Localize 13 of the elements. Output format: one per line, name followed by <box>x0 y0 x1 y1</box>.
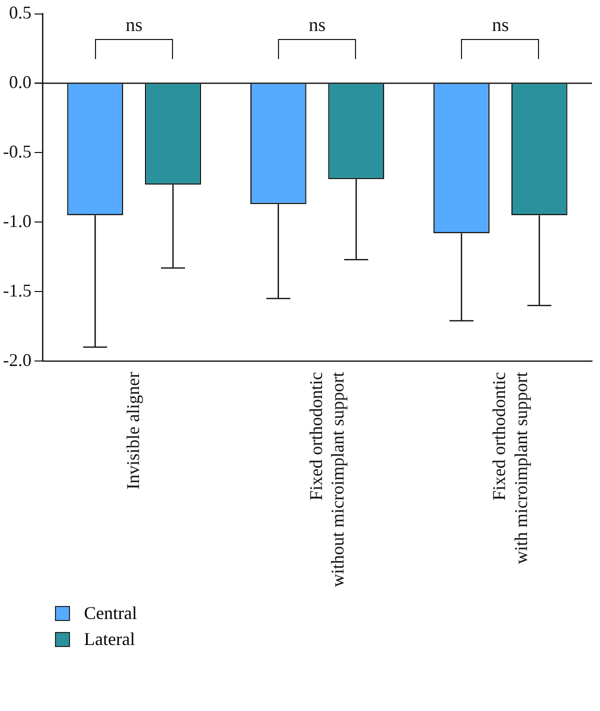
x-tick-label: Fixed orthodontic without microimplant support <box>306 372 348 588</box>
y-tick-label: 0.0 <box>8 72 32 92</box>
annotation: ns <box>126 14 143 36</box>
x-tick-label: Invisible aligner <box>122 372 143 490</box>
legend-label: Central <box>84 602 137 624</box>
annotation: ns <box>308 14 326 36</box>
annotation: ns <box>492 14 509 36</box>
legend-label: Lateral <box>84 628 135 650</box>
y-tick-label: -1.0 <box>2 210 32 231</box>
y-tick-label: -1.5 <box>2 280 32 300</box>
y-tick-label: -2.0 <box>2 350 32 370</box>
y-tick-label: -0.5 <box>2 141 32 162</box>
y-tick-label: 0.5 <box>8 2 32 23</box>
